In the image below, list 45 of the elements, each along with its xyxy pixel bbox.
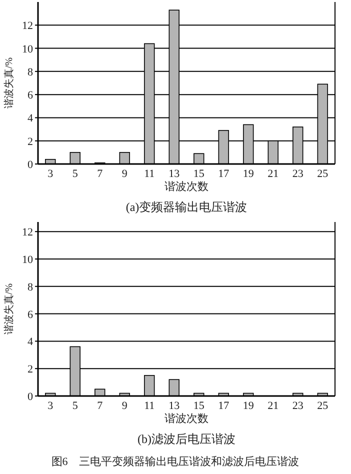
x-tick-label: 13 <box>168 400 180 412</box>
x-tick-label: 3 <box>48 168 54 180</box>
caption: 图6 三电平变频器输出电压谐波和滤波后电压谐波 <box>51 455 299 468</box>
x-tick-label: 21 <box>268 400 279 412</box>
x-tick-label: 15 <box>193 168 205 180</box>
y-tick-label: 0 <box>28 159 34 171</box>
x-tick-label: 13 <box>168 168 180 180</box>
x-tick-label: 3 <box>48 400 54 412</box>
text: (b)滤波后电压谐波 <box>138 432 236 446</box>
y-tick-label: 10 <box>22 254 34 266</box>
x-tick-label: 11 <box>144 168 155 180</box>
x-tick-label: 11 <box>144 400 155 412</box>
x-tick-label: 17 <box>218 168 230 180</box>
y-tick-label: 10 <box>22 43 34 56</box>
x-tick-label: 9 <box>122 400 128 412</box>
x-tick-label: 21 <box>268 168 279 180</box>
y-tick-label: 2 <box>28 136 33 148</box>
x-tick-label: 5 <box>72 168 78 180</box>
x-tick-label: 9 <box>122 168 128 180</box>
y-axis-title: 谐波失真/% <box>3 283 15 335</box>
x-axis-title: 谐波次数 <box>164 180 208 193</box>
y-tick-label: 4 <box>28 336 34 348</box>
x-tick-label: 19 <box>242 168 254 180</box>
x-tick-label: 15 <box>193 400 205 412</box>
x-axis-title: 谐波次数 <box>164 412 208 425</box>
y-tick-label: 0 <box>28 391 34 403</box>
x-tick-label: 25 <box>317 400 329 412</box>
x-tick-label: 5 <box>72 400 78 412</box>
y-tick-label: 8 <box>28 281 34 294</box>
x-tick-label: 23 <box>292 400 304 412</box>
y-tick-label: 4 <box>28 112 34 125</box>
x-tick-label: 17 <box>218 400 230 412</box>
x-tick-label: 7 <box>97 168 104 180</box>
y-tick-label: 6 <box>28 308 34 321</box>
y-tick-label: 12 <box>22 226 33 239</box>
x-tick-label: 7 <box>97 400 104 412</box>
x-tick-label: 25 <box>317 168 329 180</box>
y-tick-label: 8 <box>28 66 34 78</box>
y-axis-title: 谐波失真/% <box>3 57 15 109</box>
y-tick-label: 6 <box>28 90 34 102</box>
y-tick-label: 2 <box>28 364 33 376</box>
text: (a)变频器输出电压谐波 <box>126 200 248 214</box>
x-tick-label: 19 <box>242 400 254 412</box>
y-tick-label: 12 <box>22 20 33 32</box>
x-tick-label: 23 <box>292 168 304 180</box>
